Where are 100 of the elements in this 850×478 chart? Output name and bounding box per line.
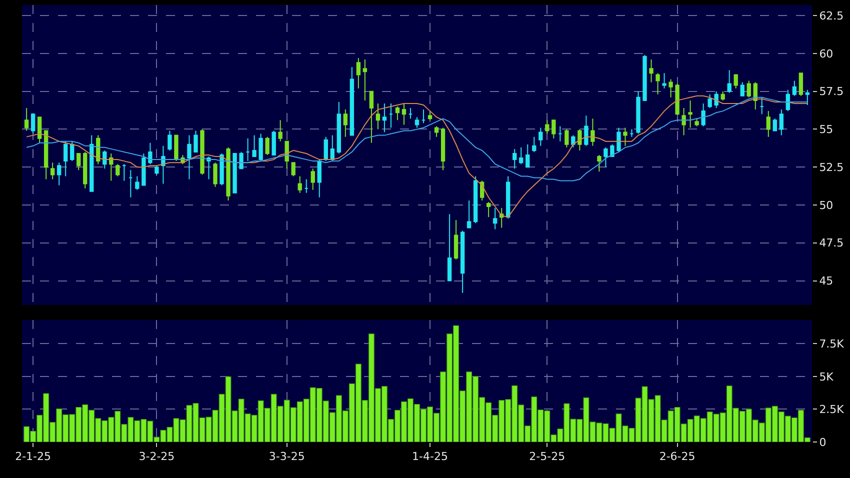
x-tick-label: 2-1-25 [15,450,52,464]
candlestick [636,90,640,134]
candlestick [382,102,387,133]
candlestick [310,168,315,190]
candlestick [388,102,394,128]
candlestick [538,127,543,146]
y-tick-label: 0 [819,436,826,449]
candlestick [76,152,81,171]
candlestick [421,109,426,124]
x-tick-label: 1-4-25 [412,450,448,464]
candlestick [466,200,472,228]
candlestick [37,116,42,144]
candlestick [604,146,608,168]
candlestick [623,127,628,146]
y-tick-label: 2.5K [819,403,845,416]
candlestick [30,114,36,134]
candlestick [44,130,48,180]
candlestick [454,220,458,260]
candlestick [102,150,107,170]
candlestick [57,162,62,186]
candlestick [552,120,556,139]
candlestick [376,102,380,130]
candlestick [356,58,361,89]
candlestick [766,110,770,138]
line-series [26,95,808,218]
candlestick [330,134,334,162]
y-tick-label: 47.5 [819,236,844,250]
x-tick-label: 2-5-25 [529,450,566,464]
y-tick-label: 50 [819,198,834,212]
candlestick [304,178,308,194]
x-tick-label: 3-2-25 [138,450,175,464]
candlestick [148,142,152,165]
candlestick [590,118,595,146]
y-tick-label: 52.5 [819,160,844,174]
candlestick [734,74,738,89]
candlestick [532,136,536,152]
candlestick [668,78,673,98]
candlestick [682,108,686,136]
y-tick-label: 60 [819,47,834,60]
candlestick [90,134,94,192]
candlestick [584,115,588,146]
candlestick [506,176,510,220]
y-tick-label: 62.5 [819,9,844,22]
candlestick [512,148,517,170]
candlestick [168,130,172,151]
candlestick [414,116,420,128]
candlestick [226,146,230,201]
candlestick [362,59,368,101]
candlestick [428,110,432,121]
candlestick [194,130,198,152]
candlestick [83,151,88,189]
candlestick [265,136,270,156]
y-tick-label: 45 [819,274,834,288]
y-tick-label: 5K [819,370,834,384]
candlestick [278,120,282,142]
candlestick [656,72,660,95]
candlestick [109,152,114,182]
candlestick [597,154,602,172]
candlestick [798,72,804,96]
candlestick [50,162,55,180]
candlestick [792,80,797,96]
candlestick [564,128,569,148]
x-tick-label: 2-6-25 [659,450,696,464]
candlestick [630,128,634,138]
candlestick [772,118,777,132]
candlestick [571,134,576,148]
candlestick [447,214,452,282]
candlestick [298,176,302,194]
candlestick [675,83,680,115]
candlestick [174,134,178,162]
candlestick [708,94,712,109]
candlestick [135,176,140,190]
candlestick [492,208,498,230]
candlestick [740,82,744,96]
candlestick [440,127,446,171]
y-tick-label: 55 [819,123,834,136]
candlestick [701,102,706,127]
line-series [26,96,808,182]
candlestick [246,138,250,162]
candlestick [519,146,524,165]
candlestick [122,164,126,182]
candlestick [558,126,562,142]
candlestick [369,90,374,144]
y-tick-label: 7.5K [819,338,845,351]
candlestick [649,59,654,83]
candlestick [786,89,790,112]
candlestick [324,136,328,162]
candlestick [578,128,582,151]
y-tick-label: 57.5 [819,85,844,98]
candlestick [473,176,478,224]
candlestick [252,134,256,158]
candlestick [694,118,699,127]
candlestick [154,165,159,176]
candlestick [460,230,465,294]
candlestick [662,72,666,89]
candlestick [213,162,218,188]
candlestick [142,152,146,186]
candlestick [545,120,550,134]
candlestick [727,70,732,94]
candlestick [526,144,530,168]
